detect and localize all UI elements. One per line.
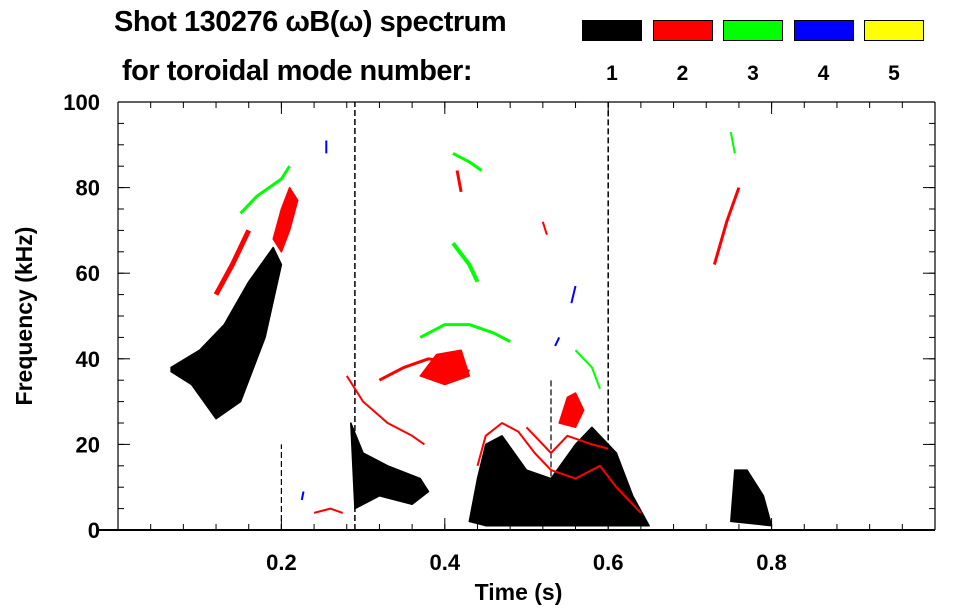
legend-title: for toroidal mode number: (122, 55, 473, 87)
legend-swatch-mode-5 (864, 20, 924, 41)
y-tick-label: 100 (63, 90, 100, 115)
mode-1-blob (730, 469, 773, 527)
mode-1-blob (468, 426, 650, 527)
x-tick-label: 0.8 (756, 550, 787, 575)
mode-4-track (300, 491, 305, 501)
legend-swatch-mode-1 (582, 20, 642, 41)
mode-3-track (239, 165, 291, 215)
x-tick-label: 0.6 (593, 550, 624, 575)
mode-4-track (554, 336, 561, 347)
x-tick-label: 0.2 (266, 550, 297, 575)
mode-2-track (525, 426, 609, 454)
y-tick-label: 80 (76, 176, 100, 201)
y-tick-label: 40 (76, 347, 100, 372)
legend-label-mode-5: 5 (888, 62, 900, 85)
legend-label-mode-4: 4 (817, 62, 830, 85)
y-axis-label: Frequency (kHz) (11, 227, 37, 406)
mode-3-track (729, 131, 736, 154)
mode-2-track (541, 221, 548, 236)
legend-label-mode-2: 2 (676, 62, 689, 85)
mode-2-track (476, 422, 642, 514)
chart-title: Shot 130276 ωB(ω) spectrum (114, 6, 507, 38)
mode-2-track (313, 507, 344, 514)
mode-3-track (574, 349, 601, 390)
y-tick-label: 0 (88, 518, 100, 543)
mode-2-track (455, 170, 463, 193)
y-tick-label: 20 (76, 432, 100, 457)
mode-1-blob (170, 246, 283, 420)
mode-2-track (712, 187, 741, 266)
mode-3-track (452, 152, 483, 172)
mode-1-blob (350, 422, 430, 510)
mode-4-track (570, 285, 577, 304)
mode-3-track (419, 323, 511, 344)
mode-3-track (451, 241, 480, 283)
legend-swatch-mode-2 (652, 20, 713, 41)
legend-swatch-mode-4 (793, 20, 854, 41)
legend-label-mode-1: 1 (606, 62, 618, 85)
legend-label-mode-3: 3 (747, 62, 759, 85)
mode-2-track (213, 229, 251, 296)
mode-2-track (345, 375, 425, 446)
x-axis-label: Time (s) (475, 579, 563, 605)
x-tick-label: 0.4 (430, 550, 461, 575)
legend-swatch-mode-3 (723, 20, 783, 41)
mode-2-blob (272, 186, 299, 253)
mode-2-blob (419, 349, 471, 386)
mode-2-blob (558, 392, 585, 429)
y-tick-label: 60 (76, 261, 100, 286)
